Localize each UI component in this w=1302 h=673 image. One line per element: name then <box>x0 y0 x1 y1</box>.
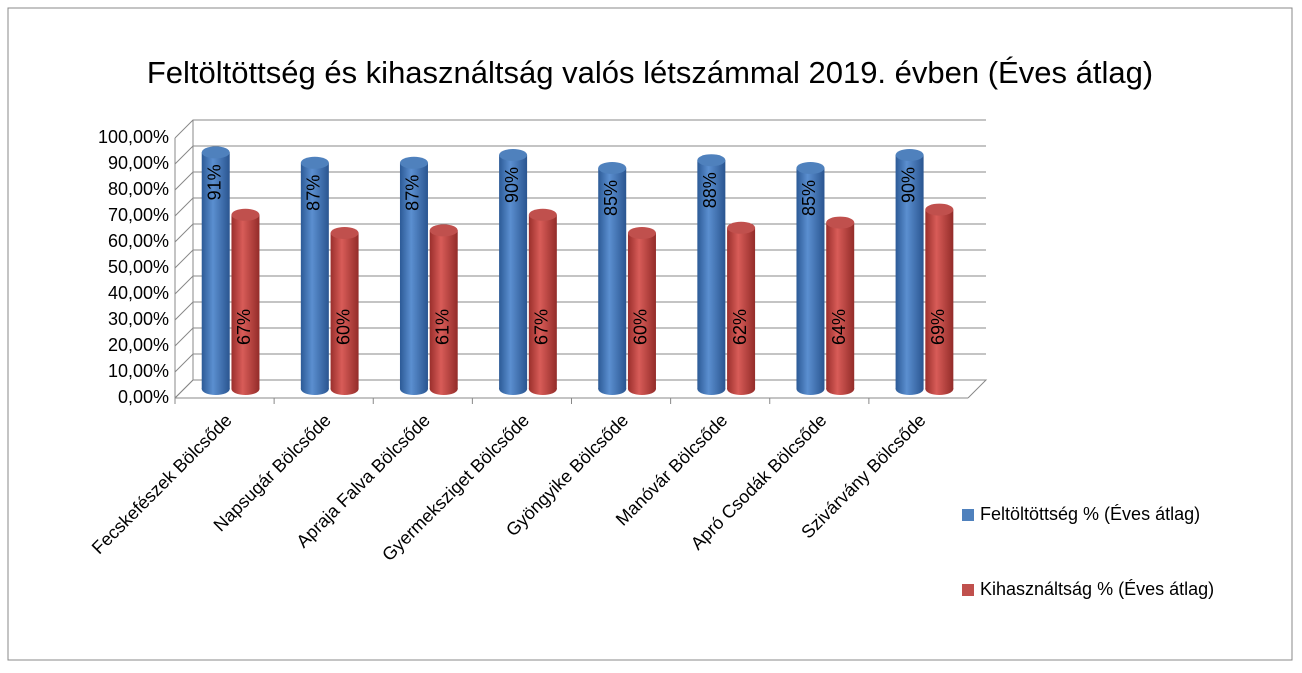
y-tick-label: 80,00% <box>108 179 169 199</box>
bar-top <box>201 146 230 159</box>
bar <box>796 168 825 389</box>
legend-swatch <box>962 584 974 596</box>
legend-swatch <box>962 509 974 521</box>
chart-title: Feltöltöttség és kihasználtság valós lét… <box>147 55 1153 90</box>
bar-top <box>399 156 428 169</box>
y-tick-label: 20,00% <box>108 335 169 355</box>
bar <box>300 162 329 389</box>
y-tick-label: 10,00% <box>108 361 169 381</box>
y-tick-label: 60,00% <box>108 231 169 251</box>
bar-top <box>300 156 329 169</box>
bar <box>697 160 726 389</box>
bar <box>528 214 557 389</box>
bar <box>399 162 428 389</box>
data-label: 60% <box>631 309 651 345</box>
data-label: 69% <box>928 309 948 345</box>
data-label: 90% <box>898 167 918 203</box>
bar <box>627 233 656 389</box>
bar <box>499 155 528 389</box>
bar-top <box>429 224 458 237</box>
data-label: 64% <box>829 309 849 345</box>
data-label: 61% <box>432 309 452 345</box>
bar-top <box>598 162 627 174</box>
bar <box>201 152 230 389</box>
bar-top <box>499 149 528 161</box>
y-tick-label: 30,00% <box>108 309 169 329</box>
grid-line <box>174 119 986 139</box>
bar <box>727 227 756 389</box>
y-tick-label: 40,00% <box>108 283 169 303</box>
legend-label: Feltöltöttség % (Éves átlag) <box>980 504 1200 524</box>
data-label: 88% <box>700 172 720 208</box>
bar <box>330 233 359 389</box>
bar-top <box>826 216 855 229</box>
data-label: 60% <box>333 309 353 345</box>
y-tick-label: 0,00% <box>118 387 169 407</box>
bar <box>429 230 458 389</box>
y-tick-label: 50,00% <box>108 257 169 277</box>
data-label: 87% <box>304 175 324 211</box>
bar <box>231 214 260 389</box>
bar <box>826 222 855 389</box>
bar-top <box>627 227 656 239</box>
data-label: 87% <box>403 175 423 211</box>
bar-top <box>727 221 756 234</box>
grid-line <box>174 145 986 165</box>
y-tick-label: 90,00% <box>108 153 169 173</box>
bar-top <box>925 203 954 216</box>
bar-top <box>528 208 557 221</box>
data-label: 67% <box>532 309 552 345</box>
y-tick-label: 70,00% <box>108 205 169 225</box>
bar-top <box>330 227 359 239</box>
bar <box>925 209 954 389</box>
data-label: 90% <box>502 167 522 203</box>
bar-top <box>796 162 825 174</box>
data-label: 67% <box>234 309 254 345</box>
data-label: 85% <box>601 180 621 216</box>
bar-top <box>697 154 726 167</box>
y-tick-label: 100,00% <box>98 127 169 147</box>
bar <box>598 168 627 389</box>
data-label: 91% <box>204 164 224 200</box>
bar-top <box>895 149 924 161</box>
data-label: 62% <box>730 309 750 345</box>
bar-top <box>231 208 260 221</box>
data-label: 85% <box>799 180 819 216</box>
legend-label: Kihasználtság % (Éves átlag) <box>980 579 1214 599</box>
bar <box>895 155 924 389</box>
